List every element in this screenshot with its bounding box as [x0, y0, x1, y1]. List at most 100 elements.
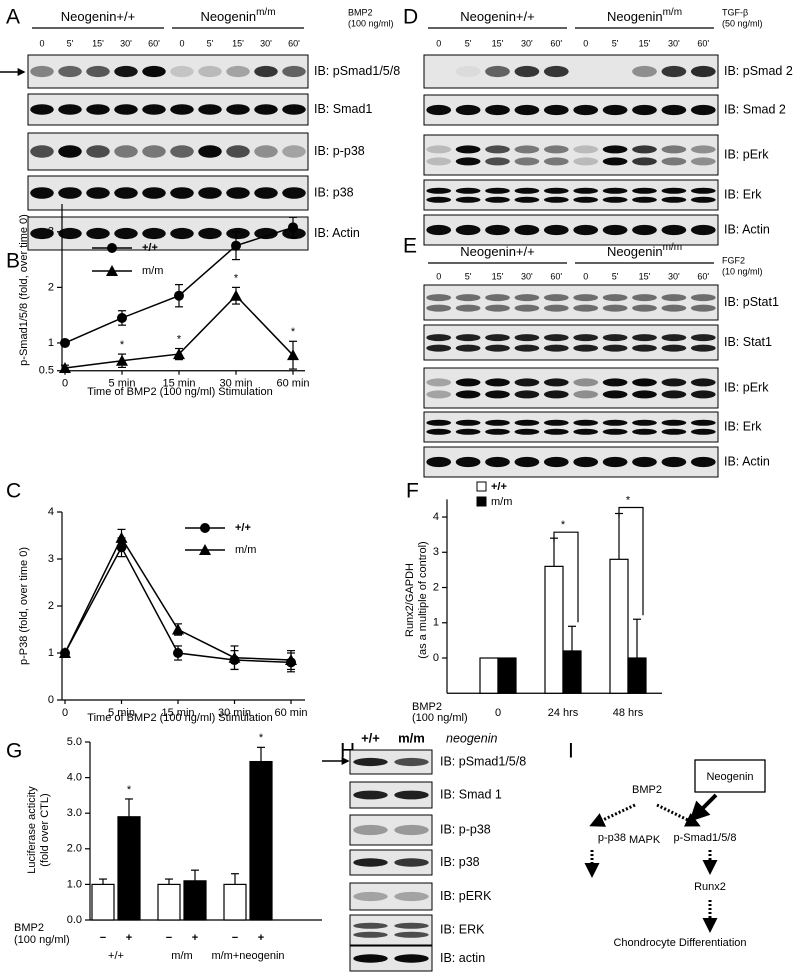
band — [226, 227, 250, 240]
lane-label: 15' — [232, 38, 244, 48]
band — [602, 196, 628, 203]
band — [58, 227, 82, 240]
lane-label: 5' — [612, 271, 619, 281]
band — [282, 227, 306, 240]
band — [353, 922, 388, 929]
band — [573, 104, 599, 116]
diagram-node: Neogenin — [706, 771, 753, 783]
y-tick-label: 3.0 — [67, 807, 82, 819]
group-name: Neogenin — [200, 9, 256, 24]
node-box — [694, 759, 766, 793]
band — [170, 145, 194, 158]
band — [485, 456, 510, 468]
band — [543, 157, 569, 166]
band — [455, 378, 481, 387]
band — [690, 224, 716, 236]
lane-label: 30' — [120, 38, 132, 48]
band — [426, 456, 452, 468]
lane-label: 15' — [492, 271, 504, 281]
band — [573, 157, 599, 166]
lane-label: 60' — [697, 271, 709, 281]
lane-label: 0 — [39, 38, 44, 48]
band — [632, 157, 657, 166]
band — [543, 187, 569, 194]
band — [603, 66, 628, 77]
band — [573, 419, 599, 426]
band — [142, 187, 166, 199]
band — [58, 187, 82, 199]
band — [543, 344, 569, 352]
legend-label: m/m — [235, 544, 256, 556]
band — [198, 227, 222, 240]
marker — [200, 523, 210, 533]
lane-label: 5' — [465, 38, 472, 48]
band — [661, 145, 687, 154]
row-label: IB: Actin — [314, 226, 360, 240]
band — [254, 145, 278, 158]
band — [170, 227, 194, 240]
legend-swatch — [476, 481, 487, 492]
bar-sign: + — [258, 932, 264, 944]
band — [514, 294, 540, 302]
arrow — [589, 803, 636, 827]
band — [514, 334, 540, 342]
band — [543, 65, 569, 78]
sig-bracket — [618, 506, 644, 616]
band — [602, 157, 628, 166]
band — [690, 378, 716, 387]
lane-label: 0 — [436, 38, 441, 48]
x-tick-label: 60 min — [274, 707, 307, 719]
row-label: IB: Smad 2 — [724, 102, 786, 116]
band — [282, 104, 306, 115]
x-axis-label: (100 ng/ml) — [412, 712, 468, 724]
row-label: IB: Smad1 — [314, 102, 372, 116]
band — [661, 378, 687, 387]
band — [86, 65, 110, 78]
annotation: * — [234, 272, 239, 284]
x-tick-label: 5 min — [108, 707, 135, 719]
x-tick-label: 15 min — [161, 707, 194, 719]
panel-label: F — [406, 480, 419, 503]
band — [353, 790, 388, 800]
dose: (50 ng/ml) — [722, 18, 763, 28]
band — [226, 104, 250, 115]
band — [661, 65, 687, 78]
row-label: IB: Stat1 — [724, 335, 772, 349]
bar-sign: + — [192, 932, 198, 944]
band — [86, 187, 110, 199]
band — [573, 224, 599, 236]
row-label: IB: p-p38 — [314, 144, 365, 158]
band — [455, 419, 481, 426]
marker — [115, 531, 128, 543]
group-name: Neogenin+/+ — [61, 9, 135, 24]
y-tick-label: 4 — [433, 511, 439, 523]
band — [543, 378, 569, 387]
band — [485, 428, 510, 435]
band — [514, 456, 540, 468]
group-label: Neogeninm/m — [607, 242, 682, 260]
lane-label: 60' — [697, 38, 709, 48]
bar — [497, 657, 517, 694]
x-tick-label: 60 min — [276, 378, 309, 390]
band — [254, 104, 278, 115]
diagram-node: BMP2 — [632, 784, 662, 796]
blot — [349, 882, 433, 911]
y-axis-label: Runx2/GAPDH — [404, 563, 416, 637]
band — [394, 790, 429, 800]
group-sup: m/m — [663, 7, 682, 18]
diagram-node: MAPK — [629, 834, 661, 846]
band — [690, 304, 716, 312]
panel-label: G — [6, 740, 22, 763]
band — [455, 304, 481, 312]
row-label: IB: pStat1 — [724, 295, 779, 309]
band — [514, 65, 540, 78]
band — [426, 334, 452, 342]
y-axis-label: Luciferase acticity — [26, 786, 38, 874]
band — [573, 334, 599, 342]
band — [426, 104, 452, 116]
treatment: BMP2 — [348, 7, 373, 17]
row-label: IB: Erk — [724, 419, 762, 433]
y-tick-label: 3 — [433, 546, 439, 558]
band — [485, 344, 510, 352]
band — [514, 224, 540, 236]
